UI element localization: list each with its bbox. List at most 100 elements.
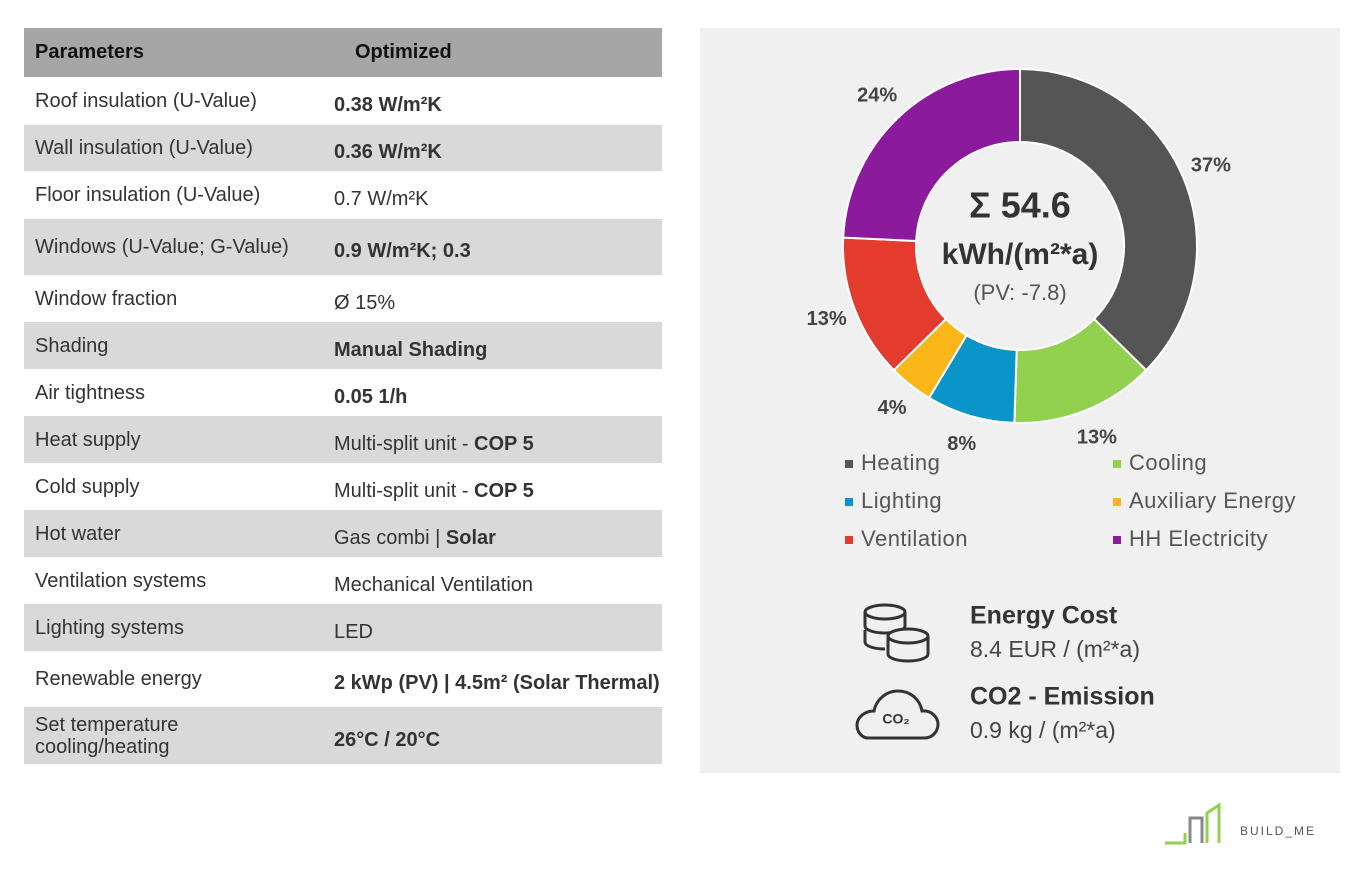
value-segment: 0.38 W/m²K <box>334 94 442 116</box>
indicator-value: 8.4 EUR / (m²*a) <box>970 636 1140 662</box>
value-segment: 0.36 W/m²K <box>334 141 442 163</box>
value-text: Gas combi | Solar <box>334 527 496 549</box>
legend-label: Lighting <box>861 488 942 513</box>
value-text: 0.9 W/m²K; 0.3 <box>334 240 471 262</box>
data-label: 13% <box>1077 426 1117 448</box>
parameter-value: LED <box>324 604 662 651</box>
value-segment: Manual Shading <box>334 338 488 361</box>
table-row: Air tightness 0.05 1/h <box>24 369 662 416</box>
value-text: 0.7 W/m²K <box>334 188 428 210</box>
value-segment: 26°C / 20°C <box>334 728 441 751</box>
center-annotation: Σ 54.6 <box>969 185 1071 226</box>
parameter-label: Lighting systems <box>35 616 184 639</box>
parameter-value: 0.38 W/m²K <box>324 77 662 125</box>
data-label: 24% <box>857 84 897 106</box>
value-text: 26°C / 20°C <box>334 729 440 751</box>
legend-label: Auxiliary Energy <box>1129 488 1296 513</box>
data-label: 37% <box>1191 154 1231 176</box>
legend-swatch <box>1113 498 1121 506</box>
value-segment: Ø 15% <box>334 291 396 314</box>
parameter-value: 0.36 W/m²K <box>324 125 662 171</box>
coins-icon <box>863 603 930 663</box>
table-row: Hot water Gas combi | Solar <box>24 510 662 557</box>
parameter-value: 0.05 1/h <box>324 369 662 416</box>
indicator-value: 0.9 kg / (m²*a) <box>970 717 1116 743</box>
value-segment: 0.05 1/h <box>334 385 408 408</box>
data-label: 8% <box>947 433 976 455</box>
table-row: Roof insulation (U-Value) 0.38 W/m²K <box>24 77 662 125</box>
parameter-value: Ø 15% <box>324 275 662 322</box>
value-segment: Multi-split unit - <box>334 479 469 502</box>
data-label: 4% <box>878 397 907 419</box>
legend-swatch <box>845 460 853 468</box>
parameter-label: Windows (U-Value; G-Value) <box>35 236 289 258</box>
legend-swatch <box>1113 460 1121 468</box>
parameter-label: Hot water <box>35 522 121 545</box>
value-text: Manual Shading <box>334 339 487 361</box>
table-row: Cold supply Multi-split unit - COP 5 <box>24 463 662 510</box>
legend-label: Heating <box>861 450 940 475</box>
value-text: LED <box>334 621 373 643</box>
value-text: 0.38 W/m²K <box>334 94 442 116</box>
value-text: Multi-split unit - COP 5 <box>334 433 534 455</box>
donut-segment <box>1019 67 1198 372</box>
data-label: 13% <box>807 308 847 330</box>
table-row: Shading Manual Shading <box>24 322 662 369</box>
legend-label: HH Electricity <box>1129 526 1268 551</box>
parameter-value: 0.7 W/m²K <box>324 171 662 219</box>
header-cell: Optimized <box>355 41 452 63</box>
value-text: Ø 15% <box>334 292 395 314</box>
parameter-label: Heat supply <box>35 428 141 451</box>
parameter-value: Gas combi | Solar <box>324 510 662 557</box>
parameter-value: Multi-split unit - COP 5 <box>324 463 662 510</box>
value-text: Mechanical Ventilation <box>334 574 533 596</box>
legend-label: Ventilation <box>861 526 968 551</box>
value-segment: 2 kWp (PV) | 4.5m² (Solar Thermal) <box>334 672 660 694</box>
value-segment: Solar <box>445 526 496 549</box>
parameter-label: Shading <box>35 334 109 357</box>
table-header: Parameters Optimized <box>24 28 662 77</box>
indicator-title: CO2 - Emission <box>970 683 1155 711</box>
table-row: Floor insulation (U-Value) 0.7 W/m²K <box>24 171 662 219</box>
legend-swatch <box>1113 536 1121 544</box>
indicator-title: Energy Cost <box>970 602 1118 630</box>
parameter-label: Window fraction <box>35 287 178 310</box>
parameter-label: Wall insulation (U-Value) <box>35 137 253 159</box>
parameter-label: Floor insulation (U-Value) <box>35 184 261 206</box>
logo-mark <box>1165 802 1221 845</box>
value-segment: COP 5 <box>474 479 534 502</box>
value-segment: 0.7 W/m²K <box>334 188 429 210</box>
legend-swatch <box>845 536 853 544</box>
value-text: 0.36 W/m²K <box>334 141 442 163</box>
table-row: Lighting systems LED <box>24 604 662 651</box>
co2-icon-text: CO₂ <box>882 711 909 727</box>
legend-label: Cooling <box>1129 450 1207 475</box>
center-annotation: (PV: -7.8) <box>973 280 1066 305</box>
value-segment: 0.9 W/m²K; 0.3 <box>334 240 471 262</box>
table-row: Window fraction Ø 15% <box>24 275 662 322</box>
legend-swatch <box>845 498 853 506</box>
table-row: Heat supply Multi-split unit - COP 5 <box>24 416 662 463</box>
parameter-value: 0.9 W/m²K; 0.3 <box>324 219 662 275</box>
parameter-label: Roof insulation (U-Value) <box>35 90 257 112</box>
parameter-value: 26°C / 20°C <box>324 707 662 764</box>
parameter-table: Parameters Optimized Roof insulation (U-… <box>24 28 662 764</box>
value-segment: Gas combi | <box>334 526 441 549</box>
co2-cloud-icon: CO₂ <box>855 689 940 740</box>
parameter-label: Air tightness <box>35 381 146 404</box>
parameter-label: Cold supply <box>35 475 140 498</box>
value-segment: Multi-split unit - <box>334 432 469 455</box>
value-segment: COP 5 <box>474 432 534 455</box>
center-annotation: kWh/(m²*a) <box>942 238 1099 271</box>
table-row: Renewable energy 2 kWp (PV) | 4.5m² (Sola… <box>24 651 662 707</box>
table-row: Set temperature cooling/heating 26°C / 20… <box>24 707 662 764</box>
table-row: Wall insulation (U-Value) 0.36 W/m²K <box>24 125 662 171</box>
parameter-label: Ventilation systems <box>35 569 207 592</box>
logo-text: BUILD_ME <box>1240 824 1316 838</box>
parameter-value: Mechanical Ventilation <box>324 557 662 604</box>
parameter-label: Set temperature cooling/heating <box>35 713 179 758</box>
table-row: Ventilation systems Mechanical Ventilatio… <box>24 557 662 604</box>
parameter-value: Multi-split unit - COP 5 <box>324 416 662 463</box>
